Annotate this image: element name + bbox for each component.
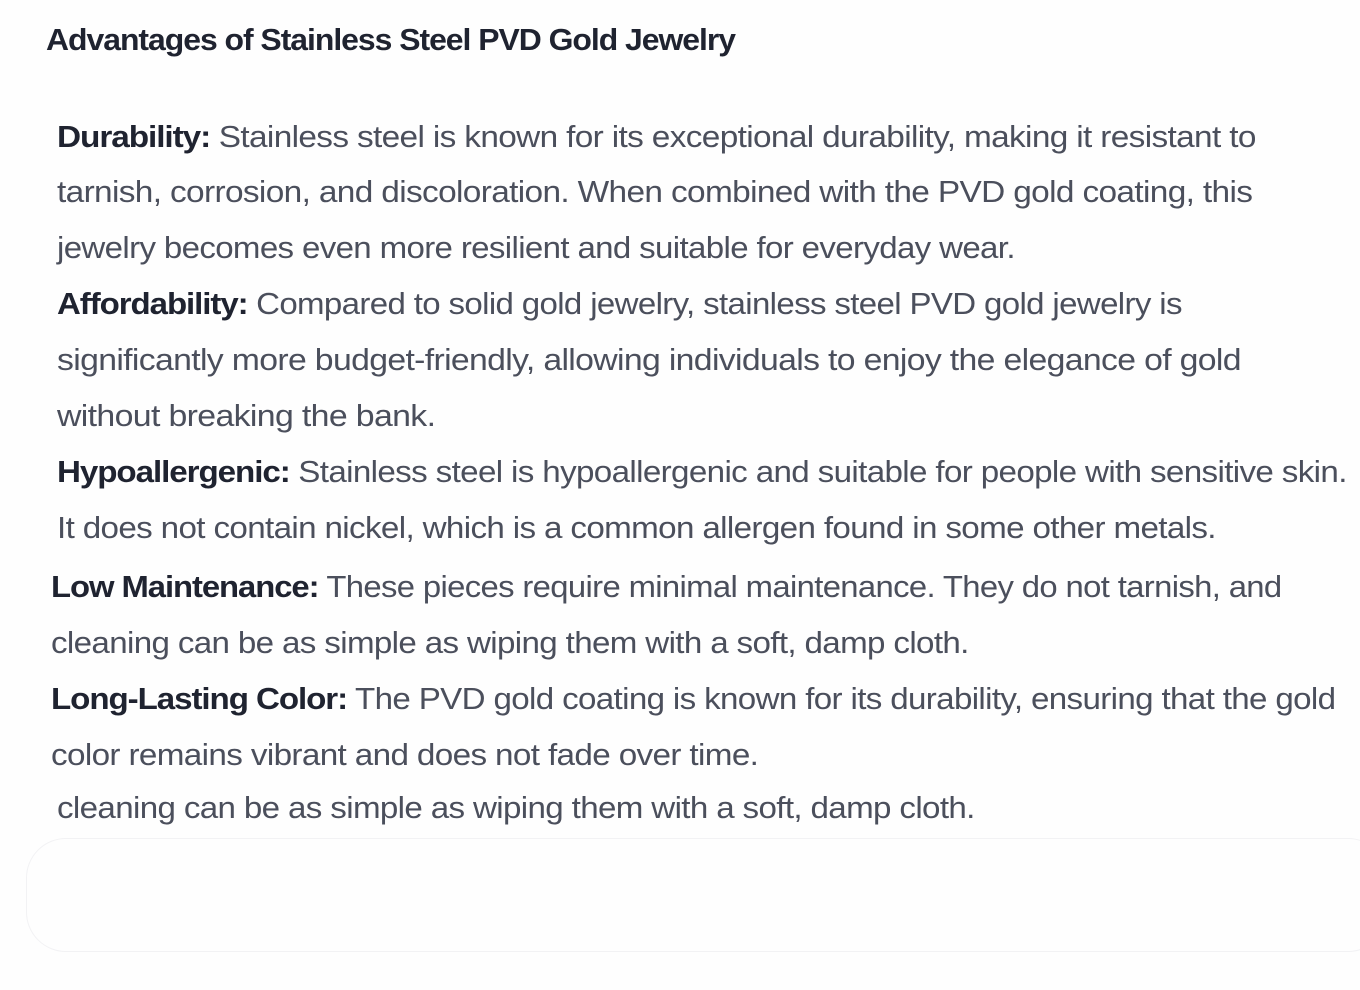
item-line: It does not contain nickel, which is a c…	[57, 510, 1217, 545]
item-text: Stainless steel is hypoallergenic and su…	[298, 454, 1347, 489]
item-line: jewelry becomes even more resilient and …	[57, 230, 1016, 265]
item-label: Long-Lasting Color:	[51, 681, 348, 716]
item-line: color remains vibrant and does not fade …	[51, 737, 759, 772]
faint-input-box	[26, 838, 1360, 952]
item-text: Compared to solid gold jewelry, stainles…	[256, 286, 1182, 321]
item-label: Affordability:	[57, 286, 249, 321]
item-line: tarnish, corrosion, and discoloration. W…	[57, 174, 1253, 209]
item-label: Hypoallergenic:	[57, 454, 291, 489]
item-label: Low Maintenance:	[51, 569, 320, 604]
item-text: Stainless steel is known for its excepti…	[218, 119, 1257, 154]
item-line: Durability: Stainless steel is known for…	[57, 117, 1256, 157]
item-line: cleaning can be as simple as wiping them…	[51, 625, 969, 660]
item-text: The PVD gold coating is known for its du…	[355, 681, 1336, 716]
document-title: Advantages of Stainless Steel PVD Gold J…	[46, 22, 736, 57]
item-line: without breaking the bank.	[57, 398, 436, 433]
item-line: Long-Lasting Color: The PVD gold coating…	[51, 679, 1336, 719]
item-line: Low Maintenance: These pieces require mi…	[51, 567, 1282, 607]
item-line: significantly more budget-friendly, allo…	[57, 342, 1242, 377]
trailing-line: cleaning can be as simple as wiping them…	[57, 790, 975, 825]
item-text: These pieces require minimal maintenance…	[326, 569, 1282, 604]
item-line: Affordability: Compared to solid gold je…	[57, 284, 1182, 324]
item-line: Hypoallergenic: Stainless steel is hypoa…	[57, 452, 1347, 492]
item-label: Durability:	[57, 119, 211, 154]
